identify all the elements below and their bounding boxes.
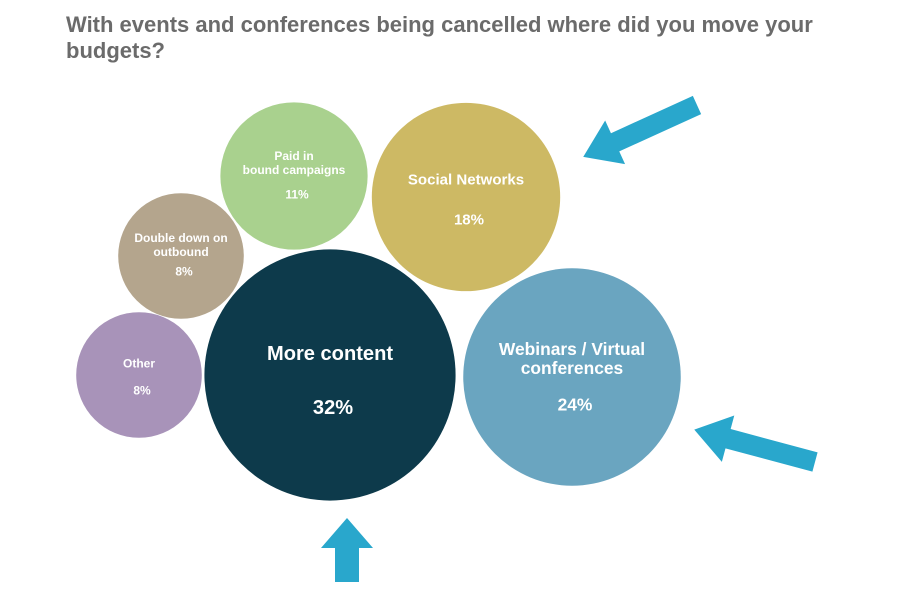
value-label: 18% <box>453 212 485 230</box>
value-label: 24% <box>557 394 593 415</box>
value-label: 11% <box>285 187 309 202</box>
value-label: 8% <box>133 383 151 398</box>
bubble <box>371 102 561 292</box>
bubble <box>204 249 456 501</box>
bubble-label: Webinars / Virtual conferences <box>498 338 646 378</box>
arrow <box>583 95 702 165</box>
bubble <box>118 193 244 319</box>
chart-title: With events and conferences being cancel… <box>66 12 813 63</box>
bubble-label: Social Networks <box>407 171 525 189</box>
arrow <box>321 518 373 582</box>
bubble-label: Double down on outbound <box>134 231 228 259</box>
value-label: 32% <box>312 396 354 419</box>
bubble <box>463 268 681 486</box>
arrow <box>694 415 818 472</box>
bubble <box>220 102 368 250</box>
bubble <box>76 312 202 438</box>
value-label: 8% <box>175 264 193 279</box>
bubble-label: More content <box>266 342 394 365</box>
arrows <box>321 95 818 582</box>
bubble-label: Paid in bound campaigns <box>242 149 346 177</box>
bubble-label: Other <box>122 356 156 371</box>
